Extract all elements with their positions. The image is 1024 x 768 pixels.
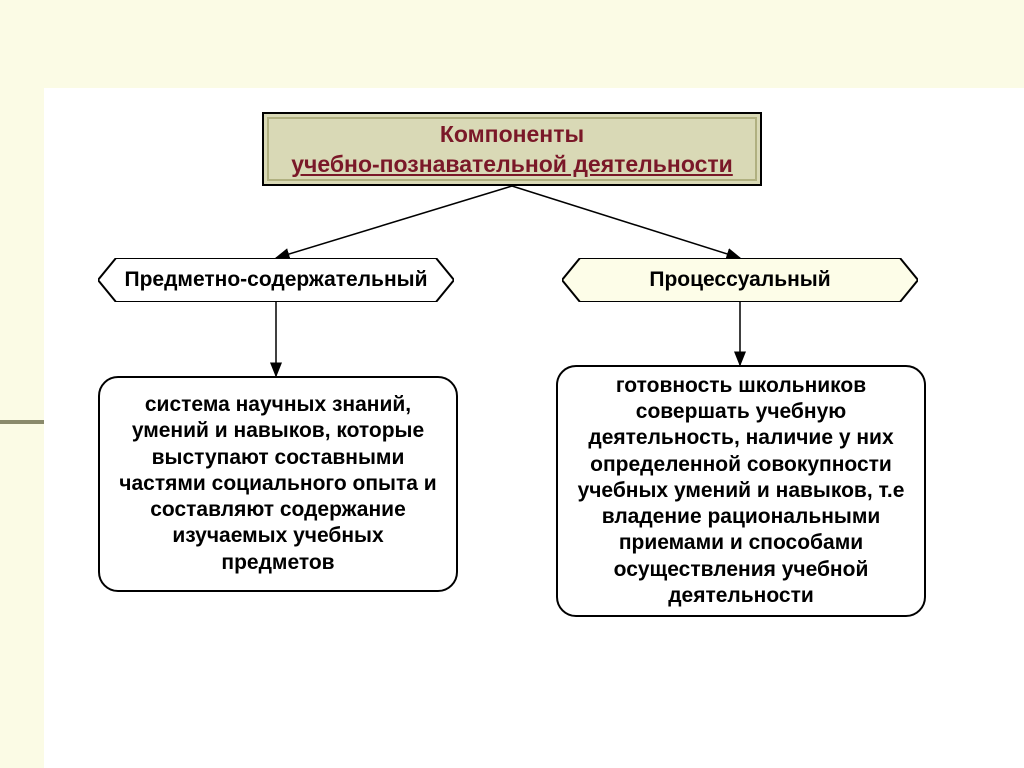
title-line-1: Компоненты: [272, 120, 752, 150]
title-line-2: учебно-познавательной деятельности: [272, 150, 752, 180]
branch-right-header-label: Процессуальный: [562, 258, 918, 302]
diagram-title: Компоненты учебно-познавательной деятель…: [262, 112, 762, 186]
branch-left-header-label: Предметно-содержательный: [98, 258, 454, 302]
branch-left-description: система научных знаний, умений и навыков…: [98, 376, 458, 592]
left-sidebar-divider: [0, 420, 44, 424]
branch-right-description: готовность школьников совершать учебную …: [556, 365, 926, 617]
branch-left-description-text: система научных знаний, умений и навыков…: [114, 392, 442, 576]
branch-right-header: Процессуальный: [562, 258, 918, 302]
left-sidebar-accent: [0, 88, 44, 420]
branch-right-description-text: готовность школьников совершать учебную …: [572, 373, 910, 609]
branch-left-header: Предметно-содержательный: [98, 258, 454, 302]
